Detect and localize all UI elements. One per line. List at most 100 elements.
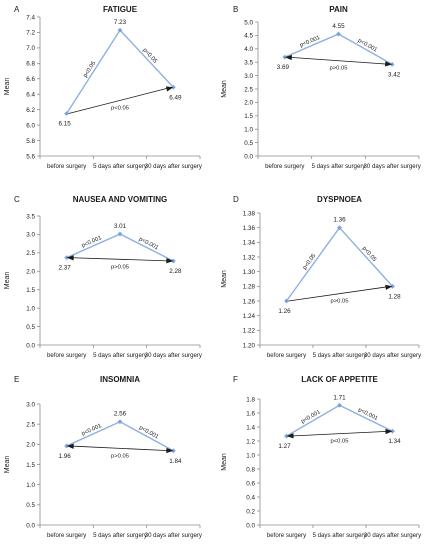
y-tick-label: 1.4 bbox=[246, 424, 255, 431]
y-tick-label: 6.0 bbox=[26, 122, 35, 129]
y-tick-label: 7.2 bbox=[26, 30, 35, 37]
y-tick-label: 6.2 bbox=[26, 107, 35, 114]
y-tick-label: 1.28 bbox=[243, 284, 256, 291]
y-tick-label: 0.8 bbox=[246, 466, 255, 473]
data-point-marker bbox=[390, 283, 395, 289]
x-tick-label: 5 days after surgery bbox=[93, 163, 148, 170]
y-axis-label: Mean bbox=[221, 270, 228, 288]
data-label: 1.84 bbox=[169, 458, 182, 465]
y-tick-label: 5.0 bbox=[244, 19, 253, 26]
data-label: 2.37 bbox=[59, 265, 72, 272]
arrowhead-end bbox=[166, 258, 174, 264]
data-label: 2.56 bbox=[114, 411, 127, 418]
chart-panel-e: E INSOMNIA 0.0 0.5 1.0 1.5 2.0 2.5 3.0 Mean before… bbox=[4, 375, 203, 539]
x-tick-label: 5 days after surgery bbox=[93, 352, 148, 359]
y-axis-label: Mean bbox=[221, 80, 228, 98]
data-point-marker bbox=[64, 255, 70, 261]
arrowhead-end bbox=[165, 86, 174, 92]
data-label: 3.42 bbox=[388, 71, 401, 78]
comparison-arrow bbox=[288, 285, 391, 302]
y-tick-label: 5.6 bbox=[26, 153, 35, 160]
arrowhead-end bbox=[385, 61, 393, 67]
x-tick-label: 30 days after surgery bbox=[364, 532, 422, 539]
y-tick-label: 1.36 bbox=[243, 225, 256, 232]
y-tick-label: 2.0 bbox=[26, 442, 35, 449]
panel-letter: B bbox=[233, 5, 238, 14]
arrowhead-end bbox=[385, 284, 393, 290]
data-label: 6.15 bbox=[59, 121, 72, 128]
y-tick-label: 0.5 bbox=[26, 502, 35, 509]
y-tick-label: 7.4 bbox=[26, 14, 35, 21]
comparison-arrow bbox=[68, 257, 172, 262]
y-tick-label: 6.6 bbox=[26, 76, 35, 83]
y-tick-label: 3.5 bbox=[26, 213, 35, 220]
x-tick-label: 5 days after surgery bbox=[313, 352, 368, 359]
y-axis-label: Mean bbox=[221, 453, 228, 471]
arrowhead-end bbox=[166, 447, 174, 454]
y-tick-label: 1.0 bbox=[26, 482, 35, 489]
y-tick-label: 0.0 bbox=[26, 522, 35, 529]
y-axis-label: Mean bbox=[4, 272, 11, 290]
y-tick-label: 1.0 bbox=[246, 452, 255, 459]
panel-letter: A bbox=[14, 5, 20, 14]
data-label: 1.36 bbox=[333, 217, 346, 224]
p-value-bottom: p<0.05 bbox=[331, 439, 349, 445]
data-label: 1.96 bbox=[59, 453, 72, 460]
y-tick-label: 1.26 bbox=[243, 298, 256, 305]
y-tick-label: 1.5 bbox=[26, 462, 35, 469]
chart-title: INSOMNIA bbox=[100, 375, 140, 384]
data-label: 3.01 bbox=[114, 223, 127, 230]
arrowhead-start bbox=[66, 443, 74, 449]
chart-title: NAUSEA AND VOMITING bbox=[73, 195, 168, 204]
x-tick-label: before surgery bbox=[265, 163, 305, 170]
y-tick-label: 0.0 bbox=[244, 153, 253, 160]
y-axis-label: Mean bbox=[4, 78, 11, 96]
y-tick-label: 1.8 bbox=[246, 396, 255, 403]
y-tick-label: 4.5 bbox=[244, 33, 253, 40]
y-tick-label: 2.5 bbox=[26, 250, 35, 257]
x-tick-label: before surgery bbox=[267, 532, 307, 539]
data-label: 2.28 bbox=[169, 268, 182, 275]
data-point-marker bbox=[64, 111, 70, 116]
y-tick-label: 4.0 bbox=[244, 46, 253, 53]
x-tick-label: 30 days after surgery bbox=[364, 352, 422, 359]
y-tick-label: 3.0 bbox=[26, 401, 35, 408]
data-label: 1.71 bbox=[333, 394, 346, 401]
p-value-bottom: p<0.05 bbox=[111, 105, 129, 111]
x-tick-label: 5 days after surgery bbox=[313, 532, 368, 539]
y-tick-label: 1.2 bbox=[246, 438, 255, 445]
y-tick-label: 3.0 bbox=[26, 232, 35, 239]
y-tick-label: 1.22 bbox=[243, 328, 256, 335]
y-tick-label: 0.0 bbox=[26, 342, 35, 349]
data-label: 1.26 bbox=[278, 308, 291, 315]
chart-panel-d: D DYSPNOEA 1.20 1.22 1.24 1.26 1.28 1.30 1.32 1.3… bbox=[221, 195, 422, 359]
comparison-arrow bbox=[288, 430, 391, 437]
data-point-marker bbox=[170, 84, 176, 90]
comparison-arrow bbox=[68, 445, 172, 452]
data-label: 3.69 bbox=[277, 64, 290, 71]
x-tick-label: 5 days after surgery bbox=[312, 163, 367, 170]
data-point-marker bbox=[64, 443, 70, 449]
x-tick-label: 5 days after surgery bbox=[93, 532, 148, 539]
data-label: 1.27 bbox=[278, 443, 291, 450]
p-value-bottom: p>0.05 bbox=[111, 453, 129, 459]
y-tick-label: 6.4 bbox=[26, 92, 35, 99]
x-tick-label: 30 days after surgery bbox=[364, 163, 422, 170]
y-tick-label: 1.5 bbox=[26, 287, 35, 294]
series-line bbox=[285, 226, 394, 302]
p-value-bottom: p>0.05 bbox=[111, 264, 129, 270]
x-tick-label: before surgery bbox=[47, 163, 87, 170]
y-tick-label: 0.4 bbox=[246, 494, 255, 501]
data-point-marker bbox=[117, 27, 123, 33]
y-tick-label: 1.5 bbox=[244, 113, 253, 120]
data-label: 1.28 bbox=[388, 293, 401, 300]
panel-letter: F bbox=[233, 375, 238, 384]
y-tick-label: 1.34 bbox=[243, 240, 256, 247]
y-tick-label: 1.20 bbox=[243, 342, 256, 349]
chart-panel-a: A FATIGUE 5.6 5.8 6.0 6.2 6.4 6.6 6.8 7.0 7.2 7.4 Me… bbox=[4, 5, 203, 170]
data-point-marker bbox=[284, 433, 289, 439]
y-tick-label: 0.2 bbox=[246, 508, 255, 515]
chart-title: DYSPNOEA bbox=[317, 195, 362, 204]
chart-title: LACK OF APPETITE bbox=[301, 375, 378, 384]
